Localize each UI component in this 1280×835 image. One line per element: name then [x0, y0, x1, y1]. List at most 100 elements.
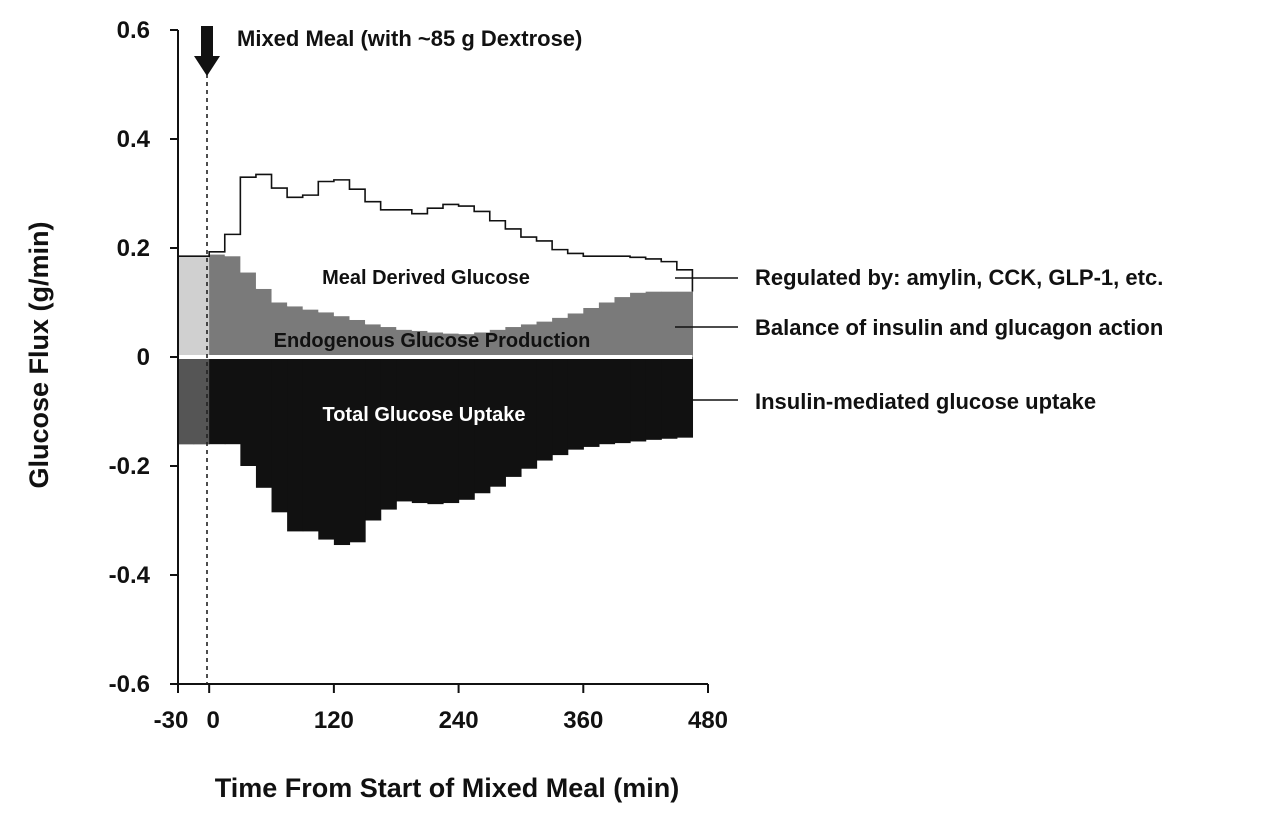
meal-derived-bar [271, 188, 288, 303]
uptake-bar [552, 357, 569, 456]
meal-derived-bar [380, 209, 397, 328]
meal-derived-bar [287, 197, 304, 307]
egp-bar [287, 306, 304, 357]
uptake-bar [380, 357, 397, 510]
egp-bar [536, 321, 553, 357]
y-tick-label: -0.6 [109, 671, 150, 698]
meal-marker [194, 26, 220, 684]
egp-bar [458, 334, 475, 357]
x-tick-label: 360 [563, 707, 603, 734]
meal-marker-label: Mixed Meal (with ~85 g Dextrose) [237, 26, 582, 51]
y-tick-label: 0.6 [117, 17, 150, 44]
uptake-bar [505, 357, 522, 477]
uptake-bar [411, 357, 429, 504]
y-tick-label: 0.4 [117, 126, 151, 153]
y-tick-label: 0 [137, 344, 150, 371]
meal-derived-bar [224, 234, 241, 257]
egp-bar [645, 291, 662, 357]
meal-derived-bar [489, 220, 506, 330]
egp-bar [271, 302, 288, 357]
uptake-bar [427, 357, 444, 505]
uptake-bar [458, 357, 475, 500]
x-tick-label: 120 [314, 707, 354, 734]
meal-derived-bar [598, 256, 616, 303]
meal-derived-bar [661, 261, 678, 292]
uptake-bar [271, 357, 288, 513]
meal-derived-bar [458, 206, 475, 335]
y-tick-label: -0.4 [109, 562, 151, 589]
egp-bar [552, 317, 569, 357]
x-tick-label: -30 [154, 707, 189, 734]
egp-bar [598, 302, 616, 357]
meal-derived-bar [443, 204, 460, 334]
meal-derived-bar [396, 209, 413, 330]
uptake-bar [630, 357, 647, 442]
uptake-bar [614, 357, 631, 444]
egp-bar [443, 333, 460, 357]
egp-bar [380, 327, 397, 357]
axes: 0.6 0.4 0.2 0 -0.2 -0.4 -0.6-30 0 120 240 360 480 [109, 17, 728, 734]
egp-bar [661, 291, 678, 357]
meal-derived-bar [209, 251, 226, 255]
meal-derived-bar [427, 208, 444, 333]
uptake-bar [349, 357, 366, 543]
egp-bar [396, 329, 413, 357]
chart-labels: Glucose Flux (g/min) Time From Start of … [24, 26, 1163, 803]
uptake-bar [365, 357, 382, 521]
meal-derived-bar [567, 253, 584, 314]
meal-derived-bar [520, 237, 538, 325]
egp-bar [427, 332, 444, 357]
uptake-bar [598, 357, 616, 445]
uptake-bar [583, 357, 600, 447]
egp-bar [209, 254, 226, 357]
egp-bar [520, 324, 538, 357]
meal-derived-bar [411, 213, 429, 331]
pre-meal-uptake-shade [178, 357, 210, 445]
uptake-bar [661, 357, 678, 439]
egp-bar [302, 309, 319, 357]
meal-derived-bar [552, 249, 569, 318]
uptake-bar [209, 357, 226, 445]
uptake-bar [255, 357, 273, 488]
egp-bar [474, 332, 491, 357]
x-tick-label: 240 [439, 707, 479, 734]
egp-bar [630, 292, 647, 357]
x-tick-label: 480 [688, 707, 728, 734]
egp-bar [255, 288, 273, 357]
uptake-bar [676, 357, 694, 438]
uptake-bar [302, 357, 319, 532]
total-glucose-uptake-label: Total Glucose Uptake [322, 404, 525, 426]
egp-bar [411, 330, 429, 357]
x-tick-label: 0 [206, 707, 219, 734]
uptake-bar [536, 357, 553, 461]
meal-derived-bar [240, 177, 257, 273]
uptake-bar [333, 357, 351, 546]
egp-bar [614, 297, 631, 357]
meal-derived-bar [255, 174, 273, 289]
meal-derived-bar [583, 256, 600, 308]
uptake-bar [287, 357, 304, 532]
meal-derived-bar [676, 269, 694, 292]
meal-derived-bar [474, 211, 491, 333]
y-axis-title: Glucose Flux (g/min) [24, 221, 54, 488]
egp-bar [240, 272, 257, 357]
meal-derived-bar [349, 189, 366, 320]
meal-derived-bar [536, 240, 553, 322]
uptake-bar [474, 357, 491, 494]
annotation-insulin-glucagon-balance: Balance of insulin and glucagon action [755, 315, 1163, 340]
uptake-bar [489, 357, 506, 487]
annotation-insulin-mediated-uptake: Insulin-mediated glucose uptake [755, 389, 1096, 414]
egp-bar [505, 327, 522, 357]
pre-meal-egp-shade [178, 256, 210, 357]
uptake-bar [396, 357, 413, 502]
egp-bar [567, 313, 584, 357]
uptake-bar [318, 357, 335, 540]
egp-bar [583, 307, 600, 357]
meal-derived-bar [302, 195, 319, 310]
egp-bar [349, 319, 366, 357]
endogenous-glucose-production-label: Endogenous Glucose Production [274, 330, 591, 352]
meal-derived-bar [333, 179, 351, 317]
annotation-leaders [675, 277, 738, 401]
total-appearance-outline [178, 173, 694, 292]
